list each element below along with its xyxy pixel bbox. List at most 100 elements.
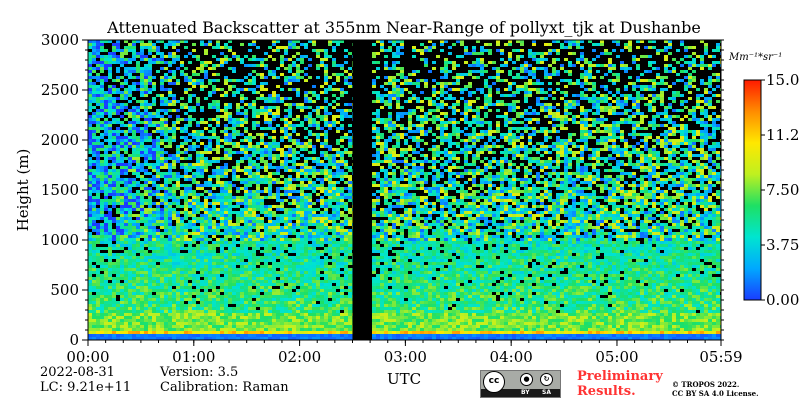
heatmap-cell	[280, 40, 284, 43]
heatmap-cell	[128, 112, 132, 115]
heatmap-cell	[228, 151, 232, 154]
heatmap-cell	[88, 232, 92, 235]
heatmap-cell	[276, 67, 280, 70]
heatmap-cell	[256, 277, 260, 280]
heatmap-cell	[140, 157, 144, 160]
heatmap-cell	[188, 220, 192, 223]
heatmap-cell	[176, 145, 180, 148]
heatmap-cell	[184, 127, 188, 130]
heatmap-cell	[96, 274, 100, 277]
heatmap-cell	[180, 256, 184, 259]
heatmap-cell	[212, 109, 216, 112]
heatmap-cell	[192, 67, 196, 70]
heatmap-cell	[280, 211, 284, 214]
heatmap-cell	[244, 157, 248, 160]
heatmap-cell	[148, 76, 152, 79]
heatmap-cell	[236, 286, 240, 289]
heatmap-cell	[100, 121, 104, 124]
heatmap-cell	[184, 58, 188, 61]
heatmap-cell	[284, 178, 288, 181]
heatmap-cell	[284, 274, 288, 277]
heatmap-cell	[168, 70, 172, 73]
heatmap-cell	[212, 304, 216, 307]
heatmap-cell	[96, 259, 100, 262]
heatmap-cell	[208, 70, 212, 73]
heatmap-cell	[256, 280, 260, 283]
heatmap-cell	[248, 229, 252, 232]
heatmap-cell	[116, 127, 120, 130]
heatmap-cell	[116, 43, 120, 46]
heatmap-cell	[104, 301, 108, 304]
heatmap-cell	[112, 202, 116, 205]
heatmap-cell	[112, 214, 116, 217]
heatmap-cell	[160, 142, 164, 145]
heatmap-cell	[128, 130, 132, 133]
heatmap-cell	[152, 157, 156, 160]
heatmap-cell	[96, 220, 100, 223]
heatmap-cell	[100, 229, 104, 232]
heatmap-cell	[216, 217, 220, 220]
heatmap-cell	[228, 142, 232, 145]
heatmap-cell	[108, 265, 112, 268]
heatmap-cell	[252, 187, 256, 190]
heatmap-cell	[156, 298, 160, 301]
heatmap-cell	[180, 154, 184, 157]
heatmap-cell	[216, 157, 220, 160]
heatmap-cell	[176, 106, 180, 109]
heatmap-cell	[108, 319, 112, 322]
heatmap-cell	[160, 322, 164, 325]
heatmap-cell	[108, 328, 112, 331]
heatmap-cell	[260, 331, 264, 334]
heatmap-cell	[104, 85, 108, 88]
heatmap-cell	[264, 304, 268, 307]
heatmap-cell	[112, 298, 116, 301]
heatmap-cell	[112, 316, 116, 319]
heatmap-cell	[236, 292, 240, 295]
heatmap-cell	[216, 214, 220, 217]
heatmap-cell	[104, 211, 108, 214]
heatmap-cell	[172, 256, 176, 259]
heatmap-cell	[144, 208, 148, 211]
heatmap-cell	[96, 136, 100, 139]
heatmap-cell	[228, 244, 232, 247]
heatmap-cell	[136, 88, 140, 91]
heatmap-cell	[252, 46, 256, 49]
heatmap-cell	[104, 286, 108, 289]
heatmap-cell	[216, 277, 220, 280]
heatmap-cell	[244, 91, 248, 94]
heatmap-cell	[168, 271, 172, 274]
heatmap-cell	[244, 178, 248, 181]
heatmap-cell	[136, 178, 140, 181]
heatmap-cell	[100, 136, 104, 139]
heatmap-cell	[260, 223, 264, 226]
heatmap-cell	[112, 118, 116, 121]
heatmap-cell	[136, 214, 140, 217]
heatmap-cell	[280, 97, 284, 100]
heatmap-cell	[208, 262, 212, 265]
heatmap-cell	[184, 76, 188, 79]
heatmap-cell	[216, 241, 220, 244]
heatmap-cell	[192, 274, 196, 277]
heatmap-cell	[140, 259, 144, 262]
heatmap-cell	[132, 244, 136, 247]
heatmap-cell	[196, 223, 200, 226]
heatmap-cell	[240, 100, 244, 103]
heatmap-cell	[236, 298, 240, 301]
heatmap-cell	[152, 142, 156, 145]
heatmap-cell	[104, 91, 108, 94]
heatmap-cell	[272, 175, 276, 178]
heatmap-cell	[240, 118, 244, 121]
heatmap-cell	[192, 160, 196, 163]
heatmap-cell	[184, 172, 188, 175]
heatmap-cell	[208, 280, 212, 283]
heatmap-cell	[188, 124, 192, 127]
heatmap-cell	[136, 166, 140, 169]
heatmap-cell	[272, 331, 276, 334]
heatmap-cell	[108, 91, 112, 94]
heatmap-cell	[252, 67, 256, 70]
heatmap-cell	[220, 214, 224, 217]
heatmap-cell	[236, 325, 240, 328]
heatmap-cell	[264, 277, 268, 280]
heatmap-cell	[144, 187, 148, 190]
heatmap-cell	[152, 214, 156, 217]
